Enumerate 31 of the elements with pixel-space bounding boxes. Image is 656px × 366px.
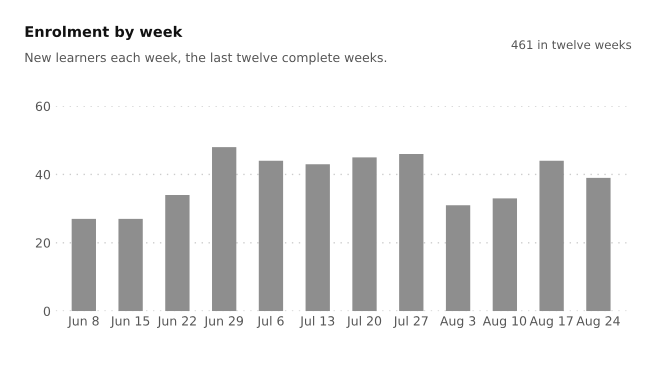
- y-tick-label: 60: [36, 102, 50, 112]
- bar: [306, 164, 330, 312]
- y-tick-label: 0: [44, 306, 50, 316]
- x-tick-label: Aug 17: [530, 316, 573, 328]
- y-tick-label: 40: [36, 170, 50, 180]
- bar: [258, 160, 284, 312]
- x-tick-label: Aug 24: [576, 316, 620, 328]
- y-tick-label: 20: [36, 238, 50, 248]
- bar: [399, 154, 424, 312]
- bar: [352, 157, 377, 312]
- bar: [446, 205, 470, 312]
- x-tick-label: Jun 8: [67, 316, 99, 328]
- x-tick-label: Jul 13: [300, 316, 334, 328]
- x-tick-label: Aug 10: [482, 316, 526, 328]
- x-tick-label: Aug 3: [440, 316, 476, 328]
- x-tick-label: Jun 15: [110, 316, 150, 328]
- bar: [492, 198, 518, 312]
- chart-title: Enrolment by week: [26, 26, 183, 40]
- text: 461 in twelve weeks: [512, 40, 632, 50]
- x-tick-label: Jun 22: [157, 316, 196, 328]
- bar: [165, 194, 190, 312]
- x-tick-label: Jul 27: [393, 316, 428, 328]
- x-tick-label: Jun 29: [204, 316, 243, 328]
- bar: [586, 178, 611, 312]
- bar: [72, 218, 96, 312]
- bar: [539, 160, 564, 312]
- x-tick-label: Jul 20: [346, 316, 382, 328]
- bar: [212, 147, 236, 312]
- x-tick-label: Jul 6: [256, 316, 284, 328]
- bar: [118, 218, 143, 312]
- chart-subtitle: New learners each week, the last twelve complete weeks.: [26, 52, 386, 65]
